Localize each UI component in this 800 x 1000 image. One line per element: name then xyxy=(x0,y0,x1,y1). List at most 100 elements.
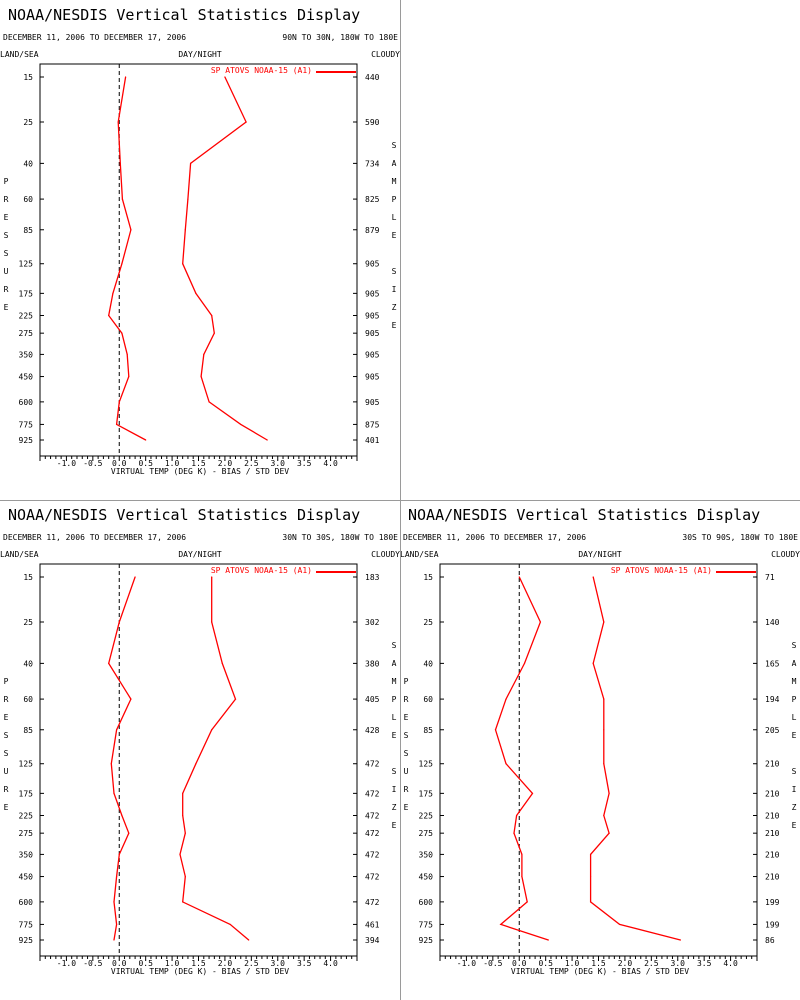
data-point-bias xyxy=(119,162,121,164)
x-tick-label: 3.0 xyxy=(671,959,686,968)
x-tick-label: 0.0 xyxy=(512,959,527,968)
pressure-label: 275 xyxy=(419,829,434,838)
land-sea-header: LAND/SEA xyxy=(0,550,39,559)
data-point-std-dev xyxy=(679,939,681,941)
x-tick-label: 3.0 xyxy=(271,959,286,968)
data-point-std-dev xyxy=(266,439,268,441)
data-point-bias xyxy=(126,353,128,356)
data-point-std-dev xyxy=(195,292,197,294)
data-point-std-dev xyxy=(182,263,184,265)
land-sea-header: LAND/SEA xyxy=(400,550,439,559)
legend-label: SP ATOVS NOAA-15 (A1) xyxy=(611,566,712,575)
data-point-std-dev xyxy=(211,621,213,623)
day-night-header: DAY/NIGHT xyxy=(178,550,222,559)
sample-size-label: 905 xyxy=(365,350,380,359)
data-point-bias xyxy=(116,729,118,731)
pressure-label: 225 xyxy=(419,811,434,820)
pressure-label: 775 xyxy=(19,420,34,429)
sample-size-label: 905 xyxy=(365,398,380,407)
sample-size-label: 183 xyxy=(365,573,380,582)
data-point-std-dev xyxy=(184,832,186,834)
data-point-bias xyxy=(516,814,518,817)
data-point-bias xyxy=(113,939,115,941)
sample-size-label: 472 xyxy=(365,850,380,859)
data-point-std-dev xyxy=(189,162,192,164)
pressure-label: 15 xyxy=(23,73,33,82)
x-tick-label: 3.5 xyxy=(297,959,312,968)
data-point-bias xyxy=(539,621,541,623)
x-tick-label: 1.0 xyxy=(165,959,180,968)
pressure-label: 450 xyxy=(19,373,34,382)
sample-size-label: 405 xyxy=(365,695,380,704)
region-label: 30S TO 90S, 180W TO 180E xyxy=(682,533,798,542)
sample-size-label: 734 xyxy=(365,159,380,168)
x-tick-label: 2.5 xyxy=(644,959,659,968)
data-point-bias xyxy=(116,923,118,926)
sample-size-label: 905 xyxy=(365,311,380,320)
day-night-header: DAY/NIGHT xyxy=(578,550,622,559)
data-point-bias xyxy=(113,901,115,903)
chart-svg-north: NOAA/NESDIS Vertical Statistics Display D… xyxy=(0,6,400,476)
data-point-std-dev xyxy=(592,662,594,664)
chart-panel-south: NOAA/NESDIS Vertical Statistics Display D… xyxy=(400,500,800,1000)
x-tick-label: 2.5 xyxy=(244,959,259,968)
pressure-label: 85 xyxy=(23,226,33,235)
sample-size-label: 905 xyxy=(365,373,380,382)
data-point-std-dev xyxy=(603,814,605,817)
x-tick-label: 1.5 xyxy=(591,959,606,968)
pressure-label: 775 xyxy=(19,920,34,929)
data-point-bias xyxy=(505,763,507,765)
pressure-label: 125 xyxy=(19,260,34,269)
x-tick-label: 4.0 xyxy=(723,959,738,968)
pressure-label: 450 xyxy=(19,873,34,882)
pressure-label: 125 xyxy=(19,760,34,769)
sample-size-label: 825 xyxy=(365,195,380,204)
pressure-label: 225 xyxy=(19,811,34,820)
pressure-label: 15 xyxy=(23,573,33,582)
pressure-label: 775 xyxy=(419,920,434,929)
legend-label: SP ATOVS NOAA-15 (A1) xyxy=(211,566,312,575)
chart-title: NOAA/NESDIS Vertical Statistics Display xyxy=(8,506,360,524)
x-tick-label: -0.5 xyxy=(83,959,102,968)
data-point-bias xyxy=(113,792,115,794)
data-point-std-dev xyxy=(234,698,237,700)
pressure-label: 25 xyxy=(23,118,33,127)
chart-svg-south: NOAA/NESDIS Vertical Statistics Display D… xyxy=(400,506,800,976)
series-line-bias xyxy=(108,576,136,941)
x-tick-label: 3.0 xyxy=(271,459,286,468)
x-tick-label: -0.5 xyxy=(83,459,102,468)
data-point-bias xyxy=(124,76,127,78)
sample-size-label: 590 xyxy=(365,118,380,127)
date-range: DECEMBER 11, 2006 TO DECEMBER 17, 2006 xyxy=(403,533,586,542)
data-point-std-dev xyxy=(203,353,205,356)
data-point-std-dev xyxy=(182,814,184,817)
data-point-bias xyxy=(110,763,112,765)
data-point-std-dev xyxy=(603,698,605,700)
land-sea-header: LAND/SEA xyxy=(0,50,39,59)
pressure-label: 925 xyxy=(419,936,434,945)
data-point-bias xyxy=(500,923,502,926)
data-point-bias xyxy=(518,576,520,578)
sample-size-label: 905 xyxy=(365,260,380,269)
x-tick-label: 2.0 xyxy=(218,459,233,468)
x-axis-label: VIRTUAL TEMP (DEG K) - BIAS / STD DEV xyxy=(111,467,289,476)
sample-size-label: 472 xyxy=(365,789,380,798)
day-night-header: DAY/NIGHT xyxy=(178,50,222,59)
pressure-label: 60 xyxy=(423,695,433,704)
region-label: 90N TO 30N, 180W TO 180E xyxy=(282,33,398,42)
x-tick-label: 1.0 xyxy=(165,459,180,468)
sample-size-label: 472 xyxy=(365,898,380,907)
sample-size-label: 875 xyxy=(365,420,380,429)
data-point-std-dev xyxy=(592,576,594,578)
sample-size-label: 879 xyxy=(365,226,380,235)
data-point-std-dev xyxy=(200,375,202,378)
sample-size-label: 210 xyxy=(765,850,780,859)
data-point-std-dev xyxy=(603,763,605,765)
sample-size-label: 165 xyxy=(765,659,780,668)
data-point-bias xyxy=(121,263,123,265)
data-point-std-dev xyxy=(229,923,231,926)
cloudy-header: CLOUDY xyxy=(371,550,400,559)
pressure-label: 350 xyxy=(419,850,434,859)
